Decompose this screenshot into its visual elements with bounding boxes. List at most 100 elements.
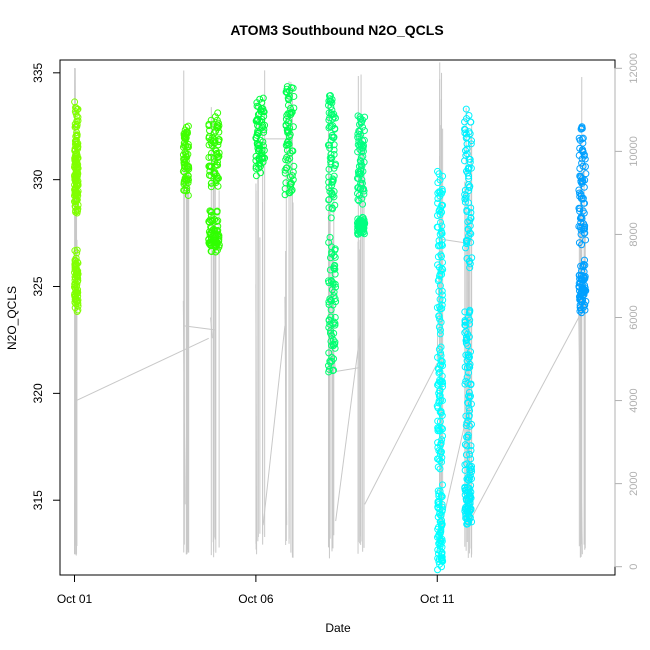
scatter-point bbox=[205, 141, 213, 149]
scatter-point bbox=[579, 263, 587, 271]
scatter-point bbox=[462, 377, 470, 385]
scatter-point bbox=[206, 163, 214, 171]
scatter-point bbox=[281, 169, 289, 177]
scatter-point bbox=[330, 288, 338, 296]
scatter-point bbox=[206, 167, 214, 175]
scatter-point bbox=[210, 225, 218, 233]
scatter-point bbox=[328, 106, 336, 114]
scatter-point bbox=[578, 241, 586, 249]
scatter-point bbox=[179, 167, 187, 175]
scatter-point bbox=[436, 368, 444, 376]
scatter-point bbox=[461, 441, 469, 449]
scatter-point bbox=[436, 505, 444, 513]
scatter-point bbox=[462, 192, 470, 200]
scatter-point bbox=[282, 122, 290, 130]
y2-tick-label: 10000 bbox=[628, 136, 640, 167]
scatter-point bbox=[330, 188, 338, 196]
scatter-point bbox=[281, 166, 289, 174]
scatter-point bbox=[72, 104, 80, 112]
scatter-point bbox=[325, 204, 333, 212]
scatter-point bbox=[282, 88, 290, 96]
scatter-point bbox=[331, 270, 339, 278]
scatter-point bbox=[182, 150, 190, 158]
scatter-point bbox=[331, 125, 339, 133]
scatter-point bbox=[258, 146, 266, 154]
scatter-point bbox=[578, 214, 586, 222]
scatter-point bbox=[326, 144, 334, 152]
scatter-point bbox=[466, 320, 474, 328]
scatter-point bbox=[260, 108, 268, 116]
scatter-point bbox=[283, 89, 291, 97]
scatter-point bbox=[330, 146, 338, 154]
scatter-point bbox=[327, 103, 335, 111]
scatter-point bbox=[467, 140, 475, 148]
scatter-point bbox=[468, 468, 476, 476]
scatter-point bbox=[354, 148, 362, 156]
scatter-point bbox=[209, 137, 217, 145]
scatter-point bbox=[354, 190, 362, 198]
scatter-point bbox=[207, 179, 215, 187]
scatter-point bbox=[576, 136, 584, 144]
scatter-point bbox=[256, 162, 264, 170]
scatter-point bbox=[435, 323, 443, 331]
scatter-point bbox=[576, 307, 584, 315]
scatter-point bbox=[214, 153, 222, 161]
y-tick-label: 325 bbox=[31, 276, 45, 296]
scatter-point bbox=[325, 173, 333, 181]
scatter-point bbox=[326, 329, 334, 337]
y-axis-label: N2O_QCLS bbox=[5, 286, 19, 350]
scatter-point bbox=[434, 365, 442, 373]
y2-tick-label: 0 bbox=[628, 564, 640, 570]
scatter-point bbox=[439, 380, 447, 388]
scatter-point bbox=[462, 339, 470, 347]
scatter-point bbox=[183, 143, 191, 151]
scatter-point bbox=[465, 518, 473, 526]
scatter-point bbox=[211, 139, 219, 147]
scatter-point bbox=[213, 172, 221, 180]
scatter-point bbox=[434, 242, 442, 250]
scatter-point bbox=[73, 123, 81, 131]
scatter-point bbox=[462, 244, 470, 252]
scatter-point bbox=[436, 211, 444, 219]
scatter-point bbox=[359, 123, 367, 131]
scatter-point bbox=[435, 188, 443, 196]
scatter-point bbox=[325, 238, 333, 246]
scatter-point bbox=[73, 120, 81, 128]
scatter-point bbox=[462, 337, 470, 345]
scatter-point bbox=[575, 186, 583, 194]
scatter-point bbox=[435, 426, 443, 434]
scatter-point bbox=[281, 185, 289, 193]
scatter-point bbox=[436, 546, 444, 554]
x-tick-label: Oct 06 bbox=[238, 592, 274, 606]
scatter-point bbox=[211, 241, 219, 249]
scatter-point bbox=[357, 130, 365, 138]
x-tick-label: Oct 01 bbox=[57, 592, 93, 606]
scatter-point bbox=[465, 353, 473, 361]
scatter-point bbox=[325, 196, 333, 204]
scatter-point bbox=[465, 112, 473, 120]
scatter-point bbox=[466, 155, 474, 163]
scatter-point bbox=[72, 286, 80, 294]
scatter-point bbox=[285, 87, 293, 95]
scatter-point bbox=[259, 154, 267, 162]
scatter-point bbox=[438, 241, 446, 249]
scatter-point bbox=[284, 94, 292, 102]
scatter-point bbox=[331, 253, 339, 261]
scatter-point bbox=[180, 134, 188, 142]
scatter-point bbox=[207, 183, 215, 191]
scatter-point bbox=[332, 283, 340, 291]
scatter-point bbox=[463, 240, 471, 248]
scatter-point bbox=[435, 490, 443, 498]
scatter-point bbox=[581, 261, 589, 269]
scatter-point bbox=[462, 105, 470, 113]
scatter-point bbox=[461, 191, 469, 199]
scatter-point bbox=[185, 163, 193, 171]
scatter-point bbox=[575, 239, 583, 247]
x-tick-label: Oct 11 bbox=[420, 592, 455, 606]
secondary-y-axis: 0 2000 4000 6000 8000 10000 12000 bbox=[614, 53, 640, 570]
scatter-point bbox=[324, 277, 332, 285]
scatter-point bbox=[464, 379, 472, 387]
scatter-point bbox=[284, 137, 292, 145]
scatter-point bbox=[468, 462, 476, 470]
scatter-point bbox=[465, 199, 473, 207]
